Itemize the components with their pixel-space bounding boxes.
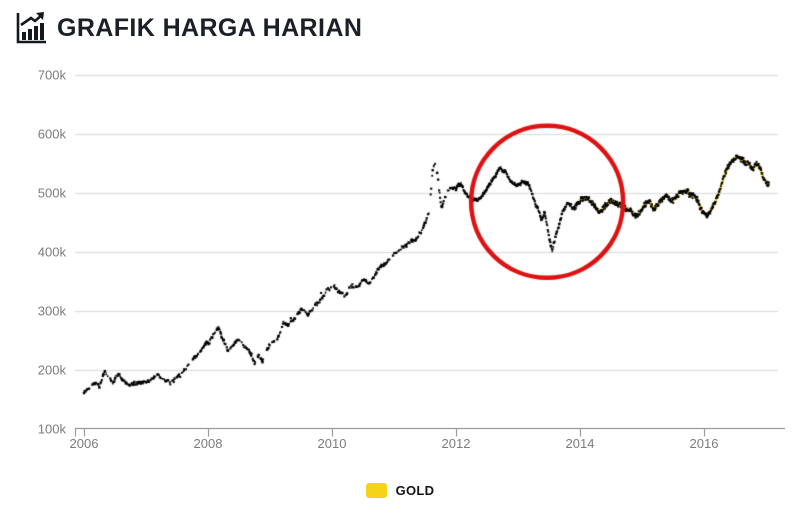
page-header: GRAFIK HARGA HARIAN [14,10,362,46]
chart-legend: GOLD [0,483,800,498]
bar-chart-rising-icon [14,10,48,46]
legend-label-gold: GOLD [395,483,435,498]
legend-swatch-gold [365,483,387,498]
legend-item-gold[interactable]: GOLD [365,483,435,498]
page-title: GRAFIK HARGA HARIAN [57,13,363,42]
